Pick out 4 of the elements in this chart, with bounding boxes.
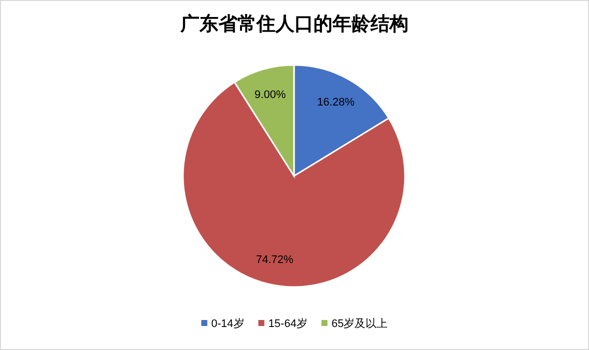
title: 广东省常住人口的年龄结构 — [180, 14, 408, 35]
legend-label: 0-14岁 — [211, 318, 244, 330]
legend-label: 65岁及以上 — [331, 317, 388, 330]
legend-label: 15-64岁 — [268, 318, 308, 330]
